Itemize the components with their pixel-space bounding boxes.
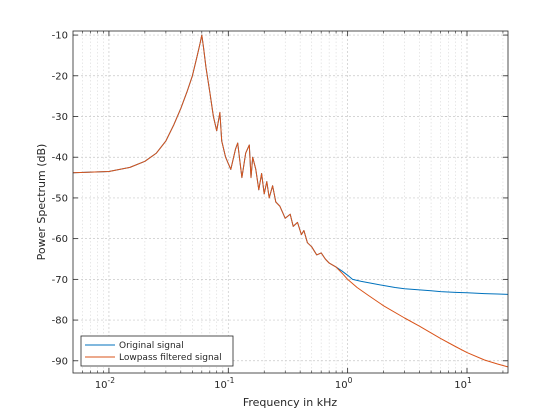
x-tick-label: 10-1 [214, 376, 234, 391]
series-lines [73, 34, 508, 368]
y-tick-label: -20 [52, 71, 68, 82]
y-tick-label: -80 [52, 316, 68, 327]
legend-entry-lowpass: Lowpass filtered signal [119, 353, 222, 363]
x-axis-label: Frequency in kHz [243, 396, 337, 409]
axis-ticks: 10-2 10-1 100 101 -90 -80 -70 -60 -50 -40 -30 -20 -1… [52, 31, 508, 391]
y-tick-label: -90 [52, 356, 68, 367]
y-tick-label: -40 [52, 153, 68, 164]
grid-lines [73, 31, 508, 373]
series-line-lowpass [73, 34, 508, 368]
x-tick-label: 10-2 [95, 376, 115, 391]
legend-entry-original: Original signal [119, 341, 184, 351]
plot-area-frame [72, 30, 509, 374]
plot-area-background [73, 31, 508, 373]
y-tick-label: -70 [52, 275, 68, 286]
y-tick-label: -60 [52, 234, 68, 245]
legend: Original signal Lowpass filtered signal [80, 335, 234, 367]
y-tick-label: -30 [52, 112, 68, 123]
x-tick-label: 101 [454, 376, 472, 391]
x-tick-label: 100 [335, 376, 353, 391]
y-tick-label: -10 [52, 31, 68, 42]
y-axis-label: Power Spectrum (dB) [35, 144, 48, 261]
legend-box [80, 335, 234, 367]
y-tick-label: -50 [52, 193, 68, 204]
